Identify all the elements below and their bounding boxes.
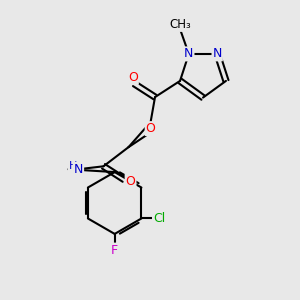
Text: N: N	[74, 163, 83, 176]
Text: Cl: Cl	[153, 212, 165, 225]
Text: O: O	[128, 71, 138, 84]
Text: N: N	[184, 47, 194, 60]
Text: O: O	[146, 122, 155, 135]
Text: CH₃: CH₃	[169, 18, 191, 31]
Text: F: F	[111, 244, 118, 256]
Text: O: O	[126, 175, 136, 188]
Text: N: N	[212, 47, 222, 60]
Text: H: H	[68, 161, 77, 171]
